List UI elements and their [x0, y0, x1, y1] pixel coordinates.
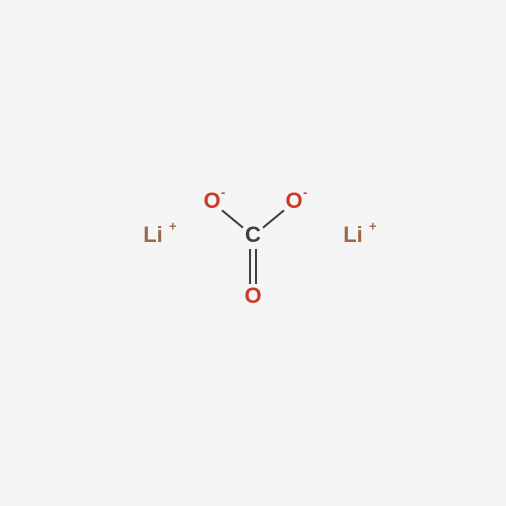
atom-O3: O: [244, 283, 261, 308]
atom-O1: O-: [203, 184, 225, 212]
charge-label: +: [169, 218, 177, 233]
atom-label: O: [244, 283, 261, 308]
charge-label: +: [369, 218, 377, 233]
bond: [222, 210, 243, 227]
bond: [263, 210, 284, 227]
atom-label: C: [245, 222, 261, 247]
atom-label: O: [203, 188, 220, 213]
molecule-diagram: CO-O-OLi+Li+: [0, 0, 506, 506]
atom-Li1: Li +: [143, 218, 177, 246]
atom-label: O: [285, 188, 302, 213]
atom-Li2: Li +: [343, 218, 377, 246]
atom-label: Li: [343, 222, 363, 247]
charge-label: -: [221, 184, 225, 199]
atom-O2: O-: [285, 184, 307, 212]
charge-label: -: [303, 184, 307, 199]
atom-label: Li: [143, 222, 163, 247]
atom-C: C: [245, 222, 261, 247]
